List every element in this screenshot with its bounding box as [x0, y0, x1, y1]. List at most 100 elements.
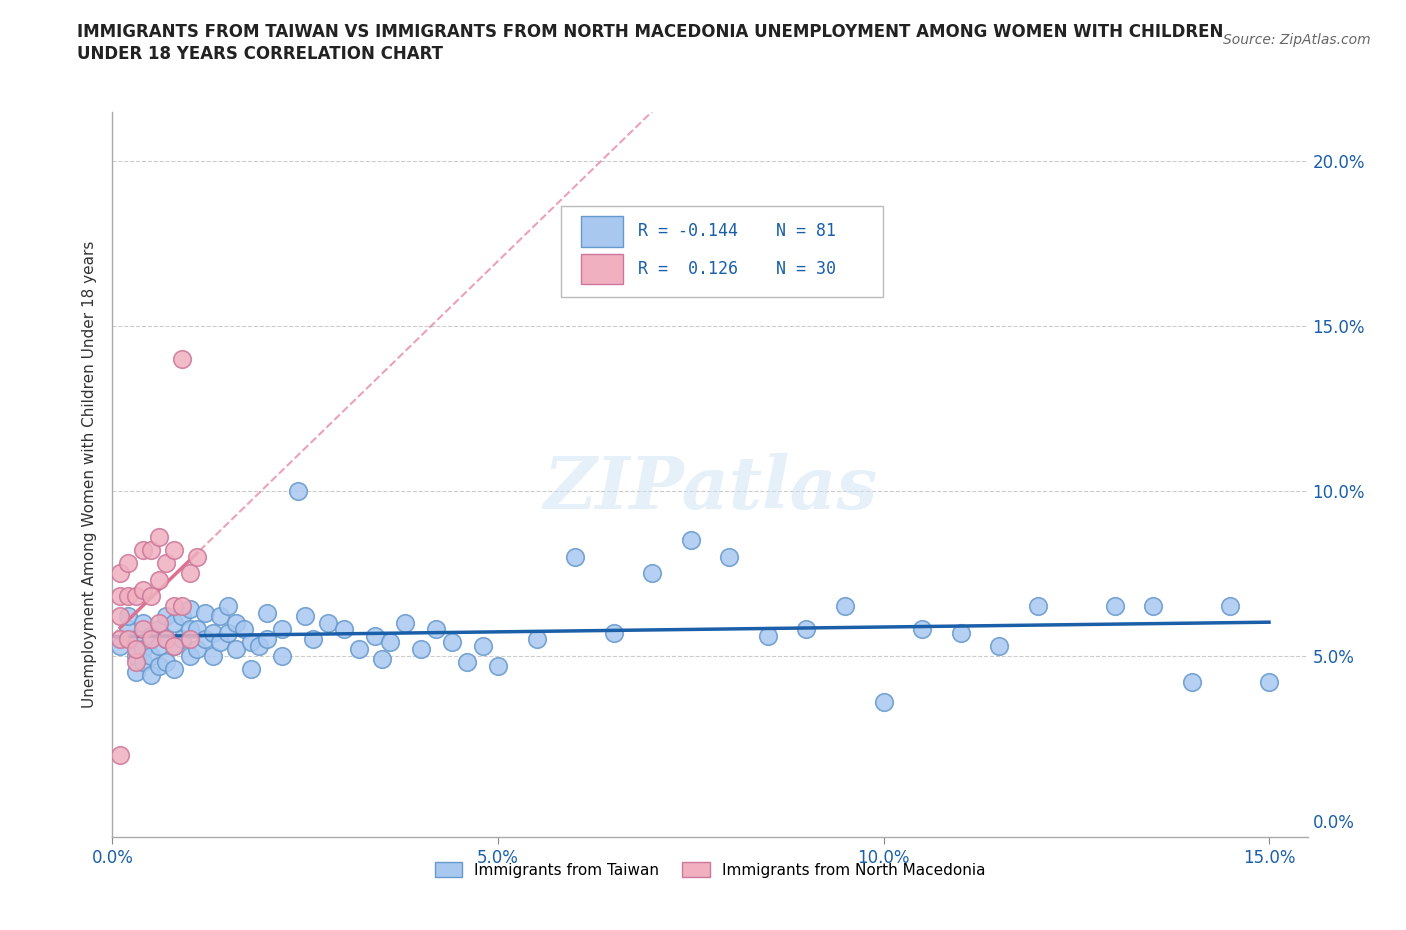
- Point: [132, 616, 155, 631]
- FancyBboxPatch shape: [581, 216, 623, 246]
- Point: [163, 661, 186, 676]
- Point: [425, 622, 447, 637]
- Point: [139, 589, 162, 604]
- Point: [179, 565, 201, 580]
- Point: [834, 599, 856, 614]
- Point: [179, 622, 201, 637]
- Point: [148, 658, 170, 673]
- Point: [139, 648, 162, 663]
- Point: [170, 608, 193, 623]
- Text: N = 30: N = 30: [776, 260, 835, 278]
- Point: [179, 602, 201, 617]
- Point: [117, 622, 139, 637]
- Point: [124, 642, 146, 657]
- Point: [148, 616, 170, 631]
- Point: [163, 638, 186, 653]
- Point: [564, 550, 586, 565]
- Point: [108, 565, 131, 580]
- Point: [872, 695, 894, 710]
- Point: [333, 622, 356, 637]
- Point: [1258, 674, 1281, 689]
- Point: [155, 608, 177, 623]
- FancyBboxPatch shape: [581, 254, 623, 285]
- Point: [148, 529, 170, 544]
- Point: [124, 589, 146, 604]
- Point: [132, 655, 155, 670]
- Point: [718, 550, 741, 565]
- Point: [139, 629, 162, 644]
- Point: [294, 608, 316, 623]
- Point: [108, 589, 131, 604]
- Point: [148, 638, 170, 653]
- Point: [232, 622, 254, 637]
- Point: [271, 622, 294, 637]
- Point: [602, 625, 624, 640]
- Point: [186, 622, 208, 637]
- Point: [209, 608, 232, 623]
- Point: [117, 608, 139, 623]
- Point: [256, 605, 278, 620]
- Point: [117, 589, 139, 604]
- Point: [1219, 599, 1241, 614]
- Legend: Immigrants from Taiwan, Immigrants from North Macedonia: Immigrants from Taiwan, Immigrants from …: [429, 856, 991, 884]
- Point: [124, 648, 146, 663]
- Point: [155, 631, 177, 646]
- FancyBboxPatch shape: [561, 206, 883, 297]
- Point: [179, 648, 201, 663]
- Point: [132, 543, 155, 558]
- Point: [132, 622, 155, 637]
- Point: [209, 635, 232, 650]
- Point: [949, 625, 972, 640]
- Point: [409, 642, 432, 657]
- Point: [155, 655, 177, 670]
- Point: [155, 556, 177, 571]
- Y-axis label: Unemployment Among Women with Children Under 18 years: Unemployment Among Women with Children U…: [82, 241, 97, 708]
- Point: [287, 484, 309, 498]
- Point: [1142, 599, 1164, 614]
- Text: UNDER 18 YEARS CORRELATION CHART: UNDER 18 YEARS CORRELATION CHART: [77, 45, 443, 62]
- Point: [194, 605, 217, 620]
- Point: [117, 631, 139, 646]
- Point: [456, 655, 478, 670]
- Point: [225, 616, 247, 631]
- Point: [124, 631, 146, 646]
- Point: [132, 642, 155, 657]
- Point: [988, 638, 1011, 653]
- Point: [347, 642, 370, 657]
- Point: [194, 631, 217, 646]
- Point: [796, 622, 818, 637]
- Point: [179, 631, 201, 646]
- Point: [302, 631, 325, 646]
- Point: [1104, 599, 1126, 614]
- Point: [170, 352, 193, 366]
- Text: R =  0.126: R = 0.126: [638, 260, 738, 278]
- Point: [240, 635, 263, 650]
- Point: [186, 550, 208, 565]
- Point: [1181, 674, 1204, 689]
- Point: [155, 631, 177, 646]
- Text: Source: ZipAtlas.com: Source: ZipAtlas.com: [1223, 33, 1371, 46]
- Point: [163, 543, 186, 558]
- Text: N = 81: N = 81: [776, 222, 835, 240]
- Point: [148, 622, 170, 637]
- Point: [217, 625, 239, 640]
- Point: [201, 648, 224, 663]
- Point: [371, 652, 394, 667]
- Point: [139, 668, 162, 683]
- Point: [1026, 599, 1049, 614]
- Point: [163, 638, 186, 653]
- Point: [139, 543, 162, 558]
- Point: [186, 642, 208, 657]
- Point: [240, 661, 263, 676]
- Point: [170, 599, 193, 614]
- Point: [911, 622, 934, 637]
- Text: ZIPatlas: ZIPatlas: [543, 453, 877, 525]
- Point: [217, 599, 239, 614]
- Point: [170, 631, 193, 646]
- Point: [256, 631, 278, 646]
- Point: [641, 565, 664, 580]
- Point: [124, 665, 146, 680]
- Point: [163, 616, 186, 631]
- Point: [526, 631, 548, 646]
- Point: [201, 625, 224, 640]
